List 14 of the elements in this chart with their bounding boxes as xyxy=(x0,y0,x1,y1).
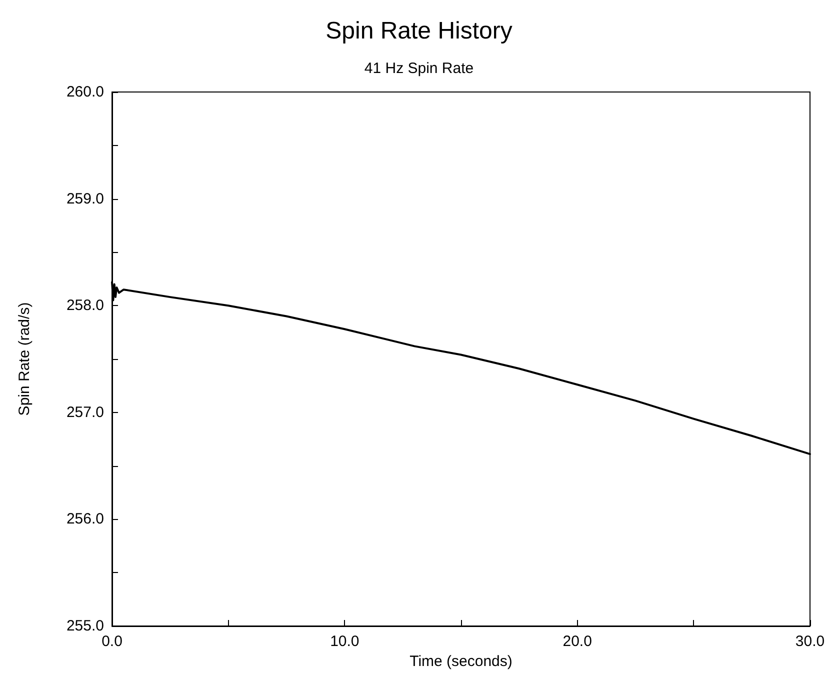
x-tick-label: 0.0 xyxy=(102,633,122,650)
y-tick-label: 260.0 xyxy=(66,84,104,100)
chart-subtitle: 41 Hz Spin Rate xyxy=(364,60,474,77)
x-tick-label: 20.0 xyxy=(562,633,592,650)
y-tick-label: 255.0 xyxy=(66,618,104,634)
y-tick-label: 259.0 xyxy=(66,190,104,208)
x-axis-title: Time (seconds) xyxy=(410,653,512,670)
y-tick-label: 256.0 xyxy=(66,510,104,528)
chart-title: Spin Rate History xyxy=(326,18,512,44)
y-axis-title: Spin Rate (rad/s) xyxy=(16,302,33,416)
y-tick-label: 257.0 xyxy=(66,404,104,421)
y-tick-label: 258.0 xyxy=(66,297,104,314)
x-tick-label: 30.0 xyxy=(795,633,825,650)
x-tick-label: 10.0 xyxy=(330,633,360,650)
